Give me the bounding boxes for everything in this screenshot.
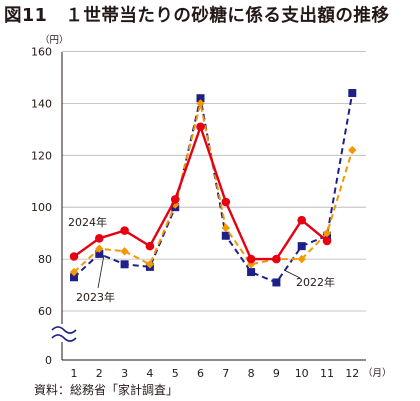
- data-point: [145, 260, 155, 269]
- data-point: [322, 228, 332, 238]
- series-label-2022: 2022年: [296, 275, 335, 289]
- series-line: [73, 92, 354, 284]
- x-tick-label: 1: [71, 367, 78, 380]
- data-point: [246, 254, 256, 264]
- data-point: [170, 195, 180, 204]
- data-point: [120, 247, 129, 256]
- data-point: [297, 254, 306, 264]
- x-tick-label: 7: [222, 367, 229, 380]
- series-line: [73, 103, 354, 273]
- data-point: [145, 241, 155, 251]
- data-point: [348, 89, 357, 98]
- data-point: [297, 242, 306, 251]
- data-point: [95, 249, 104, 258]
- figure-title: 図11 １世帯当たりの砂糖に係る支出額の推移: [4, 6, 390, 26]
- x-unit-label: （月）: [363, 367, 392, 379]
- data-point: [69, 252, 79, 261]
- series-line: [73, 123, 328, 261]
- x-tick-label: 12: [345, 367, 359, 380]
- y-unit-label: （円）: [40, 34, 69, 46]
- data-point: [70, 273, 78, 282]
- x-tick-label: 3: [121, 367, 128, 380]
- data-point: [221, 197, 231, 207]
- x-tick-label: 8: [248, 367, 255, 380]
- series-labels: 2024年 2023年 2022年: [68, 215, 335, 304]
- data-point: [272, 278, 281, 287]
- x-tick-label: 11: [320, 367, 334, 380]
- data-point: [120, 226, 129, 235]
- y-tick-label: 120: [31, 149, 52, 162]
- series-2023年: [69, 99, 357, 277]
- y-tick-labels: 0 60 80 100 120 140 160: [31, 46, 52, 368]
- data-point: [221, 223, 230, 233]
- x-tick-labels: 1 2 3 4 5 6 7 8 9 10 11 12: [71, 367, 360, 380]
- x-tick-label: 5: [172, 367, 179, 380]
- data-point: [196, 94, 205, 103]
- data-point: [322, 236, 332, 246]
- series-2024年: [69, 122, 332, 264]
- data-point: [69, 267, 79, 277]
- data-point: [221, 231, 230, 240]
- y-tick-label: 160: [31, 46, 52, 59]
- y-tick-label: 60: [38, 305, 52, 318]
- axes: （円） （月）: [40, 34, 392, 379]
- data-point: [95, 244, 104, 253]
- y-tick-label: 80: [38, 253, 52, 266]
- label-leader-2023: [97, 254, 105, 289]
- x-tick-label: 4: [146, 367, 153, 380]
- y-tick-label: 100: [31, 201, 52, 214]
- data-point: [297, 215, 307, 225]
- data-point: [272, 254, 281, 264]
- data-point: [196, 99, 205, 108]
- data-point: [196, 122, 205, 132]
- source-note: 資料：総務省「家計調査」: [34, 383, 179, 397]
- axis-break-icon: [50, 324, 77, 342]
- x-tick-label: 2: [96, 367, 103, 380]
- data-point: [247, 268, 256, 277]
- series-2022年: [70, 89, 357, 287]
- label-leader-2022: [283, 269, 301, 279]
- x-tick-label: 10: [295, 367, 309, 380]
- x-tick-label: 6: [197, 367, 204, 380]
- x-tick-label: 9: [273, 367, 280, 380]
- data-point: [120, 260, 129, 269]
- gridlines: [62, 51, 366, 312]
- series: [69, 89, 357, 287]
- series-label-2024: 2024年: [68, 215, 107, 229]
- data-point: [95, 234, 104, 243]
- series-label-2023: 2023年: [76, 290, 115, 304]
- y-tick-label: 0: [45, 354, 52, 367]
- data-point: [348, 145, 357, 155]
- y-tick-label: 140: [31, 97, 52, 110]
